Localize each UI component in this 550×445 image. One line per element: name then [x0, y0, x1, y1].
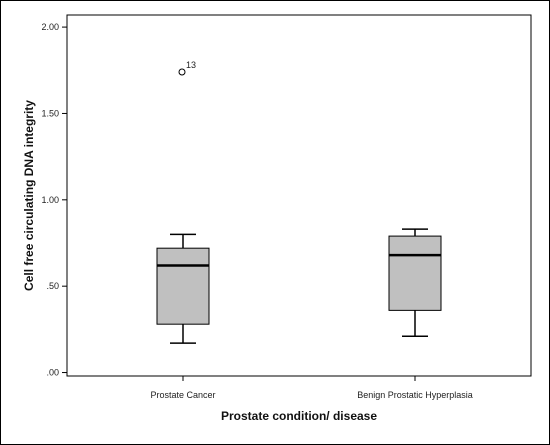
iqr-box: [388, 235, 442, 311]
x-tick-label: Benign Prostatic Hyperplasia: [357, 390, 473, 400]
x-tick-label: Prostate Cancer: [150, 390, 215, 400]
x-axis: Prostate Cancer Benign Prostatic Hyperpla…: [150, 376, 473, 400]
plot-area: [66, 14, 532, 377]
y-axis: .00 .50 1.00 1.50 2.00: [41, 22, 67, 378]
box-0: 13: [156, 60, 210, 344]
y-tick-label: 2.00: [41, 22, 59, 32]
y-tick-label: .00: [46, 368, 59, 378]
iqr-box: [156, 247, 210, 325]
y-tick-label: 1.50: [41, 108, 59, 118]
y-axis-title: Cell free circulating DNA integrity: [22, 100, 36, 291]
outlier-label: 13: [186, 60, 196, 70]
boxes: 13: [156, 60, 442, 344]
outlier-point: [178, 68, 186, 76]
y-tick-label: 1.00: [41, 195, 59, 205]
x-axis-title: Prostate condition/ disease: [221, 409, 377, 423]
box-1: [388, 228, 442, 338]
y-tick-label: .50: [46, 281, 59, 291]
